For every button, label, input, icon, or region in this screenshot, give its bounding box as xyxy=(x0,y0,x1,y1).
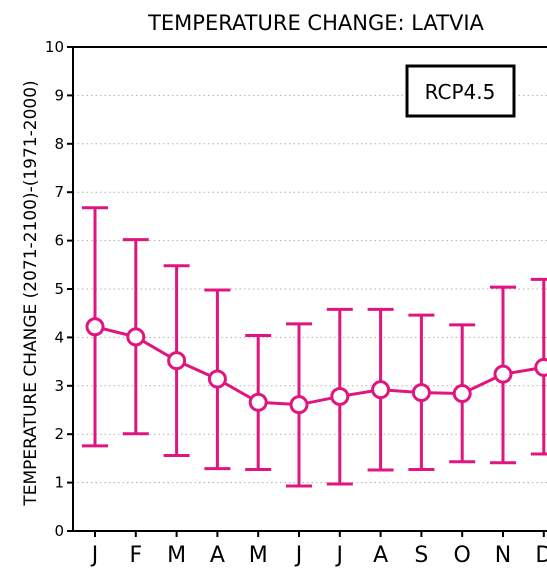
axes xyxy=(72,46,547,532)
y-axis-ticks: 0 1 2 3 4 5 6 7 8 9 10 xyxy=(45,38,73,540)
x-tick-label: M xyxy=(167,543,186,568)
x-tick-label: S xyxy=(414,543,428,568)
y-tick-label: 9 xyxy=(54,86,64,104)
y-tick-label: 1 xyxy=(54,474,64,492)
data-point xyxy=(126,327,146,347)
x-tick-label: A xyxy=(210,543,225,568)
data-point xyxy=(452,384,472,404)
y-tick-label: 4 xyxy=(54,328,64,346)
series-polyline xyxy=(94,325,545,407)
data-point xyxy=(167,351,187,371)
y-tick-label: 0 xyxy=(54,522,64,540)
legend-box xyxy=(405,64,516,118)
x-tick-label: D xyxy=(535,543,547,568)
data-point xyxy=(85,317,105,337)
y-tick-label: 7 xyxy=(54,183,64,201)
y-tick-label: 8 xyxy=(54,135,64,153)
x-tick-label: F xyxy=(129,543,142,568)
data-point xyxy=(411,383,431,403)
y-tick-label: 3 xyxy=(54,377,64,395)
x-tick-label: J xyxy=(335,543,344,568)
gridlines xyxy=(73,94,547,484)
x-tick-label: A xyxy=(373,543,388,568)
data-point xyxy=(534,357,547,377)
y-tick-label: 10 xyxy=(45,38,64,56)
y-tick-label: 5 xyxy=(54,280,64,298)
y-axis-label: TEMPERATURE CHANGE (2071-2100)-(1971-200… xyxy=(21,80,41,506)
data-point xyxy=(207,369,227,389)
y-tick-label: 6 xyxy=(54,232,64,250)
chart-title: TEMPERATURE CHANGE: LATVIA xyxy=(147,11,484,35)
x-tick-label: M xyxy=(249,543,268,568)
x-tick-label: J xyxy=(294,543,303,568)
y-tick-label: 2 xyxy=(54,425,64,443)
data-point xyxy=(371,380,391,400)
x-tick-label: O xyxy=(454,543,471,568)
data-point xyxy=(248,392,268,412)
series-line xyxy=(85,317,547,415)
scenario-legend: RCP4.5 xyxy=(405,64,516,118)
data-point xyxy=(330,386,350,406)
data-point xyxy=(289,395,309,415)
x-tick-label: N xyxy=(495,543,511,568)
x-tick-label: J xyxy=(90,543,99,568)
data-point xyxy=(493,364,513,384)
legend-label: RCP4.5 xyxy=(425,80,496,104)
